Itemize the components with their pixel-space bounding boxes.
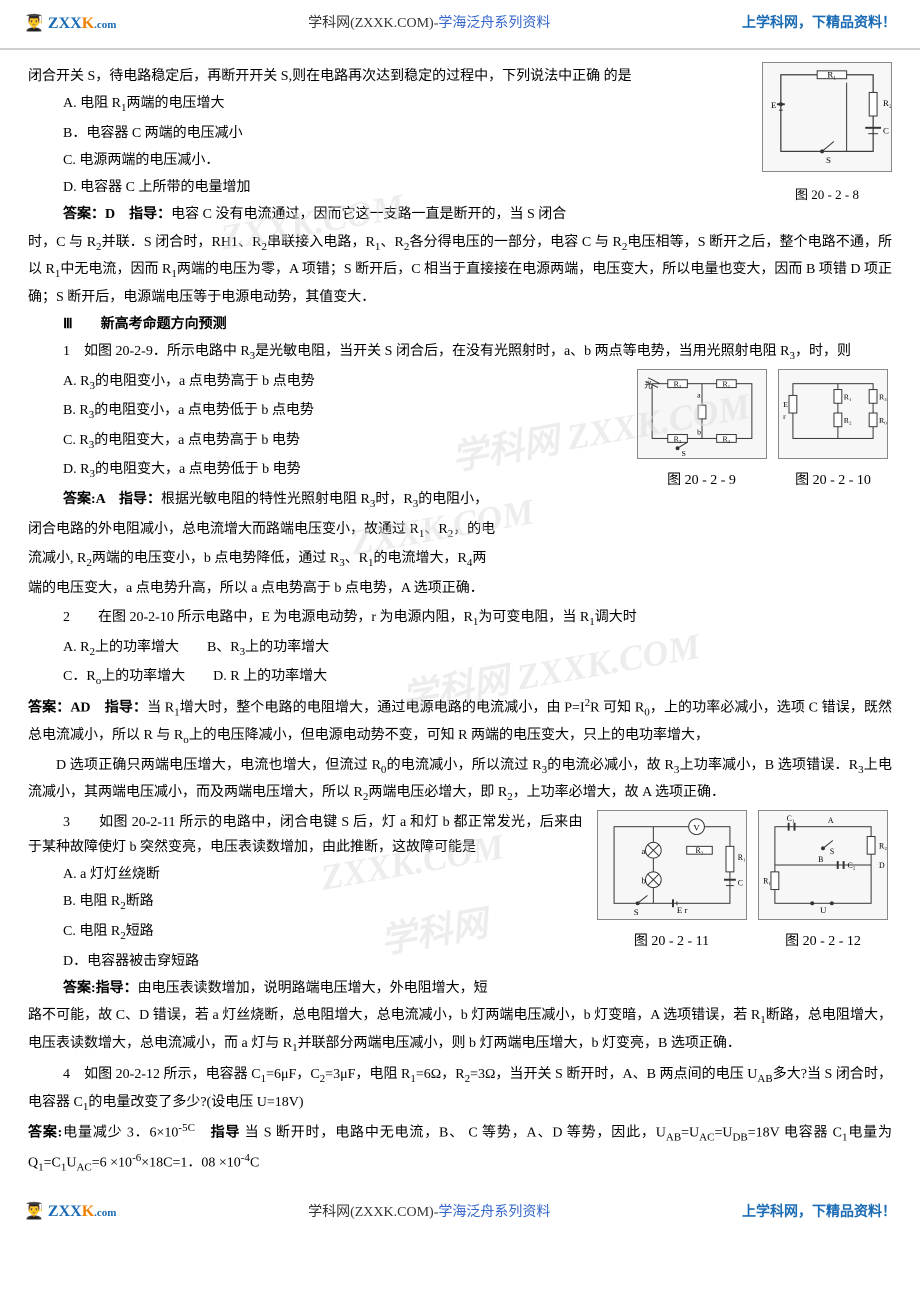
- svg-text:C: C: [737, 878, 742, 887]
- line-15: 流减小, R2两端的电压变小，b 点电势降低，通过 R3、R1的电流增大，R4两: [28, 546, 892, 574]
- svg-text:a: a: [697, 390, 701, 399]
- figure-caption-8: 图 20 - 2 - 8: [762, 183, 892, 206]
- figure-caption-9: 图 20 - 2 - 9: [637, 468, 767, 493]
- logo-text-main: ZXX: [48, 15, 82, 32]
- header-center-blue: 学海泛舟系列资料: [438, 16, 550, 31]
- line-21: D 选项正确只两端电压增大，电流也增大，但流过 R0的电流减小，所以流过 R3的…: [28, 753, 892, 808]
- logo-text-k: K: [82, 15, 94, 32]
- svg-text:r: r: [783, 412, 786, 421]
- logo: 👨‍🎓 ZXXK.com: [24, 10, 116, 39]
- svg-text:A: A: [828, 816, 834, 825]
- page-header: 👨‍🎓 ZXXK.com 学科网(ZXXK.COM)-学海泛舟系列资料 上学科网…: [0, 0, 920, 50]
- svg-text:R₂: R₂: [879, 841, 887, 850]
- figure-pair-9-10: R₃ R₁ R₂ R₄ a b 光 S 图 20 - 2 - 9: [633, 369, 893, 493]
- figure-pair-11-12: V a b R₂ R₁ C S E r: [593, 810, 893, 954]
- figure-20-2-12: C₁ A R₂ S R₁ B C₂ D U 图 20 - 2 - 12: [758, 810, 888, 954]
- svg-text:S: S: [826, 155, 831, 165]
- svg-text:b: b: [641, 875, 646, 885]
- svg-text:R₁: R₁: [844, 392, 852, 401]
- line-7: Ⅲ 新高考命题方向预测: [28, 312, 892, 337]
- circuit-diagram-8: R₁ R₂ C E S: [762, 62, 892, 172]
- footer-center: 学科网(ZXXK.COM)-学海泛舟系列资料: [308, 1200, 550, 1225]
- svg-text:R₁: R₁: [827, 70, 836, 80]
- document-content: R₁ R₂ C E S 图 20 - 2 - 8 闭合开关 S，待电路稳定后，再…: [0, 50, 920, 1188]
- svg-text:R₁: R₁: [722, 379, 730, 388]
- svg-text:R₁: R₁: [737, 853, 745, 862]
- svg-text:S: S: [633, 907, 638, 917]
- circuit-diagram-12: C₁ A R₂ S R₁ B C₂ D U: [758, 810, 888, 920]
- svg-text:R₂: R₂: [695, 846, 703, 855]
- line-28: 路不可能，故 C、D 错误，若 a 灯丝烧断，总电阻增大，总电流减小，b 灯两端…: [28, 1003, 892, 1058]
- figure-20-2-8: R₁ R₂ C E S 图 20 - 2 - 8: [762, 62, 892, 207]
- line-27: 答案:指导：由电压表读数增加，说明路端电压增大，外电阻增大，短: [28, 976, 892, 1001]
- line-17: 2 在图 20-2-10 所示电路中，E 为电源电动势，r 为电源内阻，R1为可…: [28, 605, 892, 633]
- svg-text:E r: E r: [676, 905, 687, 915]
- svg-text:a: a: [641, 846, 645, 856]
- svg-text:R₃: R₃: [673, 379, 681, 388]
- svg-text:b: b: [697, 427, 701, 436]
- footer-logo-main: ZXX: [48, 1203, 82, 1220]
- figure-20-2-10: E r R₁ R₂ R₃ R₀ 图 20 - 2 - 10: [778, 369, 888, 493]
- circuit-diagram-9: R₃ R₁ R₂ R₄ a b 光 S: [637, 369, 767, 459]
- figure-caption-10: 图 20 - 2 - 10: [778, 468, 888, 493]
- line-18: A. R2上的功率增大 B、R3上的功率增大: [28, 635, 892, 663]
- svg-text:R₂: R₂: [673, 434, 681, 443]
- footer-center-prefix: 学科网(ZXXK.COM)-: [308, 1205, 438, 1220]
- header-center: 学科网(ZXXK.COM)-学海泛舟系列资料: [308, 11, 550, 36]
- svg-text:R₂: R₂: [883, 98, 892, 108]
- svg-text:U: U: [820, 905, 827, 915]
- logo-icon: 👨‍🎓: [24, 15, 44, 32]
- footer-logo-domain: .com: [94, 1207, 116, 1219]
- figure-20-2-9: R₃ R₁ R₂ R₄ a b 光 S 图 20 - 2 - 9: [637, 369, 767, 493]
- line-20: 答案：AD 指导：当 R1增大时，整个电路的电阻增大，通过电源电路的电流减小，由…: [28, 694, 892, 751]
- line-29: 4 如图 20-2-12 所示，电容器 C1=6μF，C2=3μF，电阻 R1=…: [28, 1062, 892, 1117]
- svg-text:C₂: C₂: [848, 861, 856, 870]
- svg-text:V: V: [693, 822, 700, 832]
- line-6: 时，C 与 R2并联．S 闭合时，RH1、R2串联接入电路，R1、R2各分得电压…: [28, 230, 892, 310]
- circuit-diagram-11: V a b R₂ R₁ C S E r: [597, 810, 747, 920]
- footer-right: 上学科网，下精品资料！: [742, 1200, 896, 1225]
- logo-icon: 👨‍🎓: [24, 1203, 44, 1220]
- svg-text:S: S: [830, 847, 834, 856]
- figure-20-2-11: V a b R₂ R₁ C S E r: [597, 810, 747, 954]
- svg-text:D: D: [879, 861, 885, 870]
- svg-text:R₂: R₂: [844, 415, 852, 424]
- svg-text:R₃: R₃: [879, 392, 887, 401]
- circuit-diagram-10: E r R₁ R₂ R₃ R₀: [778, 369, 888, 459]
- svg-text:R₁: R₁: [763, 876, 771, 885]
- logo-text-domain: .com: [94, 19, 116, 31]
- svg-text:S: S: [681, 449, 685, 458]
- line-14: 闭合电路的外电阻减小，总电流增大而路端电压变小，故通过 R1、R2，的电: [28, 517, 892, 545]
- line-16: 端的电压变大，a 点电势升高，所以 a 点电势高于 b 点电势，A 选项正确．: [28, 576, 892, 601]
- svg-text:R₄: R₄: [722, 434, 730, 443]
- line-8: 1 如图 20-2-9．所示电路中 R3是光敏电阻，当开关 S 闭合后，在没有光…: [28, 339, 892, 367]
- header-right: 上学科网，下精品资料！: [742, 11, 896, 36]
- footer-center-blue: 学海泛舟系列资料: [438, 1205, 550, 1220]
- svg-text:C: C: [883, 126, 889, 136]
- svg-text:C₁: C₁: [787, 814, 795, 823]
- figure-caption-12: 图 20 - 2 - 12: [758, 929, 888, 954]
- figure-caption-11: 图 20 - 2 - 11: [597, 929, 747, 954]
- svg-text:E: E: [771, 100, 776, 110]
- header-center-prefix: 学科网(ZXXK.COM)-: [308, 16, 438, 31]
- page-footer: 👨‍🎓 ZXXK.com 学科网(ZXXK.COM)-学海泛舟系列资料 上学科网…: [0, 1188, 920, 1238]
- svg-text:E: E: [783, 400, 788, 409]
- line-30: 答案:电量减少 3．6×10-5C 指导 当 S 断开时，电路中无电流，B、 C…: [28, 1119, 892, 1178]
- line-19: C．Ro上的功率增大 D. R 上的功率增大: [28, 664, 892, 692]
- footer-logo: 👨‍🎓 ZXXK.com: [24, 1198, 116, 1227]
- footer-logo-k: K: [82, 1203, 94, 1220]
- svg-text:R₀: R₀: [879, 415, 887, 424]
- svg-text:B: B: [818, 855, 823, 864]
